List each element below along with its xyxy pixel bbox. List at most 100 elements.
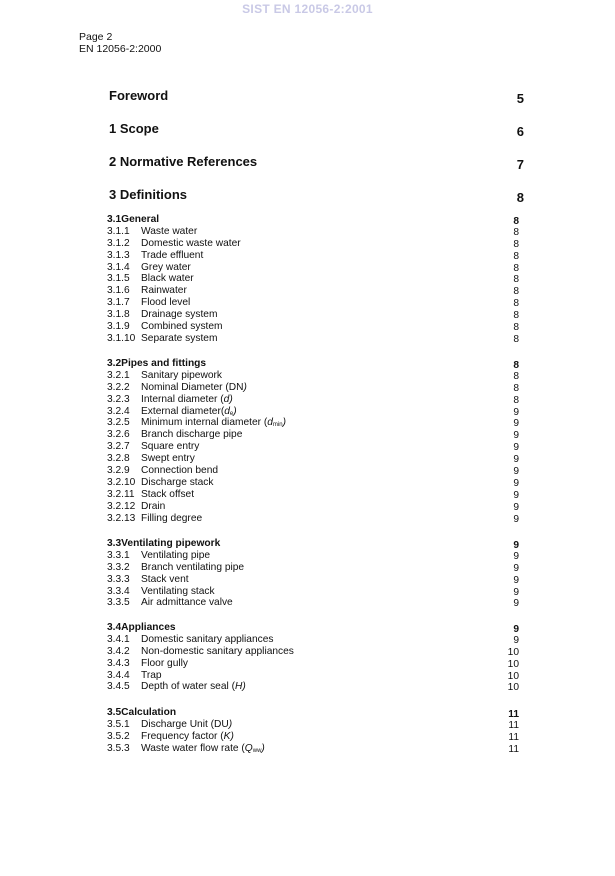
toc-page-number: 8 (513, 226, 519, 238)
toc-entry[interactable]: 3.4.1 Domestic sanitary appliances 9 (107, 634, 519, 646)
toc-page-number: 9 (513, 466, 519, 478)
toc-page-number: 9 (513, 418, 519, 430)
entry-number: 3.1.4 (107, 261, 130, 273)
toc-entry[interactable]: 3.2.2 Nominal Diameter (DN) 8 (107, 382, 519, 394)
toc-entry[interactable]: 3.4.3 Floor gully 10 (107, 658, 519, 670)
entry-title: Ventilating pipe (141, 549, 211, 561)
toc-page-number: 8 (513, 216, 519, 227)
toc-section: 3.5Calculation 11 3.5.1 Discharge Unit (DU)… (107, 707, 519, 755)
toc-entry[interactable]: 3.3.2 Branch ventilating pipe 9 (107, 562, 519, 574)
toc-entry[interactable]: 3.3.4 Ventilating stack 9 (107, 586, 519, 598)
toc-entry[interactable]: 3.1.7 Flood level 8 (107, 297, 519, 309)
entry-title: Rainwater (141, 285, 187, 297)
page-header: Page 2 EN 12056-2:2000 (79, 31, 162, 55)
toc-entry[interactable]: 3.2.5 Minimum internal diameter (dmin) 9 (107, 417, 519, 429)
toc-page-number: 9 (513, 634, 519, 646)
entry-title: Flood level (141, 297, 191, 309)
toc-entry[interactable]: 3.3.1 Ventilating pipe 9 (107, 550, 519, 562)
toc-page-number: 8 (513, 250, 519, 262)
toc-entry[interactable]: 3.2.13 Filling degree 9 (107, 513, 519, 525)
toc-entry[interactable]: 3.5.3 Waste water flow rate (Qww) 11 (107, 743, 519, 755)
entry-number: 3.1.2 (107, 237, 130, 249)
toc-page-number: 5 (516, 91, 524, 106)
entry-number: 3.4.3 (107, 657, 130, 669)
toc-entry[interactable]: 3.1.5 Black water 8 (107, 273, 519, 285)
toc-entry[interactable]: 3.5.2 Frequency factor (K) 11 (107, 731, 519, 743)
entry-title: Branch discharge pipe (141, 429, 243, 441)
entry-number: 3.2.12 (107, 500, 136, 512)
toc-entry-title: 1 Scope (109, 121, 159, 136)
toc-entry[interactable]: 3.4.5 Depth of water seal (H) 10 (107, 681, 519, 693)
toc-entry[interactable]: 3.4.2 Non-domestic sanitary appliances 10 (107, 646, 519, 658)
toc-page-number: 9 (513, 513, 519, 525)
toc-page-number: 11 (508, 743, 519, 755)
toc-page-number: 9 (513, 574, 519, 586)
toc-page-number: 8 (513, 333, 519, 345)
entry-symbol: d (223, 393, 230, 405)
entry-title: Drainage system (141, 309, 218, 321)
toc-entry[interactable]: 3.2.9 Connection bend 9 (107, 465, 519, 477)
toc-entry[interactable]: 3.1.4 Grey water 8 (107, 262, 519, 274)
entry-title: Minimum internal diameter ( (141, 417, 268, 429)
entry-title: Frequency factor ( (141, 730, 224, 742)
toc-entry[interactable]: 3.4.4 Trap 10 (107, 670, 519, 682)
toc-entry[interactable]: 3.2.10 Discharge stack 9 (107, 477, 519, 489)
entry-number: 3.5.2 (107, 730, 130, 742)
toc-page-number: 6 (516, 124, 524, 139)
toc-entry[interactable]: 3.3.5 Air admittance valve 9 (107, 597, 519, 609)
toc-page-number: 9 (513, 442, 519, 454)
entry-title: Stack vent (141, 573, 189, 585)
toc-entry[interactable]: 3.1.2 Domestic waste water 8 (107, 238, 519, 250)
toc-entry[interactable]: 3.2.4 External diameter(de) 9 (107, 406, 519, 418)
toc-page-number: 11 (508, 709, 519, 720)
toc-section-heading[interactable]: 3.3Ventilating pipework 9 (107, 538, 519, 551)
entry-title: Discharge stack (141, 476, 214, 488)
section-title: Calculation (121, 707, 177, 718)
toc-entry[interactable]: 3.1.8 Drainage system 8 (107, 309, 519, 321)
page-number: Page 2 (79, 31, 113, 43)
toc-entry[interactable]: 3.2.7 Square entry 9 (107, 441, 519, 453)
toc-page-number: 9 (513, 454, 519, 466)
toc-page-number: 8 (513, 286, 519, 298)
toc-page-number: 8 (513, 238, 519, 250)
toc-section-heading[interactable]: 3.1General 8 (107, 214, 519, 227)
entry-number: 3.1.1 (107, 225, 130, 237)
toc-section-heading[interactable]: 3.2Pipes and fittings 8 (107, 358, 519, 371)
toc-page-number: 9 (513, 624, 519, 635)
toc-entry[interactable]: 3.2.12 Drain 9 (107, 501, 519, 513)
entry-title: Discharge Unit (DU (141, 718, 229, 730)
toc-entry[interactable]: 3.5.1 Discharge Unit (DU) 11 (107, 719, 519, 731)
standard-number: EN 12056-2:2000 (79, 42, 162, 55)
toc-entry[interactable]: 3.1.9 Combined system 8 (107, 321, 519, 333)
toc-section-heading[interactable]: 3.5Calculation 11 (107, 707, 519, 720)
toc-entry[interactable]: 3.1.6 Rainwater 8 (107, 285, 519, 297)
entry-number: 3.2.7 (107, 441, 130, 453)
toc-entry[interactable]: 3.2.1 Sanitary pipework 8 (107, 370, 519, 382)
toc-page-number: 8 (513, 394, 519, 406)
entry-title: Separate system (141, 332, 218, 344)
section-title: Appliances (121, 622, 176, 633)
toc-section-heading[interactable]: 3.4Appliances 9 (107, 622, 519, 635)
entry-title: Internal diameter ( (141, 393, 224, 405)
toc-entry[interactable]: 3.2.8 Swept entry 9 (107, 453, 519, 465)
section-number: 3.2 (107, 358, 122, 369)
entry-number: 3.3.4 (107, 585, 130, 597)
toc-entry[interactable]: 3.1.3 Trade effluent 8 (107, 250, 519, 262)
toc-page-number: 9 (513, 586, 519, 598)
toc-entry[interactable]: 3.2.6 Branch discharge pipe 9 (107, 429, 519, 441)
entry-number: 3.1.6 (107, 285, 130, 297)
toc-page-number: 10 (507, 682, 519, 694)
entry-number: 3.5.1 (107, 718, 130, 730)
toc-section: 3.2Pipes and fittings 8 3.2.1 Sanitary pipe… (107, 358, 519, 525)
entry-title: Drain (141, 500, 166, 512)
section-number: 3.1 (107, 214, 122, 225)
toc-entry[interactable]: 3.1.1 Waste water 8 (107, 226, 519, 238)
toc-entry[interactable]: 3.2.3 Internal diameter (d) 8 (107, 394, 519, 406)
entry-title: Non-domestic sanitary appliances (141, 645, 294, 657)
toc-entry[interactable]: 3.3.3 Stack vent 9 (107, 574, 519, 586)
entry-subscript: ww (252, 747, 262, 754)
toc-page-number: 9 (513, 550, 519, 562)
toc-entry[interactable]: 3.1.10 Separate system 8 (107, 333, 519, 345)
entry-number: 3.2.10 (107, 476, 136, 488)
toc-entry[interactable]: 3.2.11 Stack offset 9 (107, 489, 519, 501)
